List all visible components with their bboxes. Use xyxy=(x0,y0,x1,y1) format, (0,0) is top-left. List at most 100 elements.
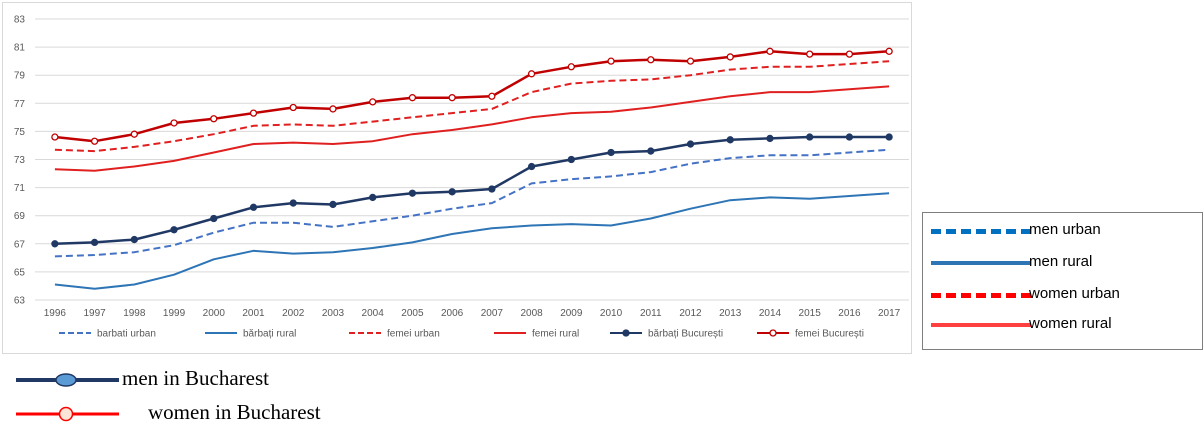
y-tick-label: 65 xyxy=(14,267,26,278)
y-tick-label: 81 xyxy=(14,43,26,54)
x-tick-label: 2001 xyxy=(242,308,265,319)
side-legend: men urban men rural women urban women ru… xyxy=(922,212,1203,350)
series-line xyxy=(54,50,890,143)
data-point xyxy=(527,162,536,171)
data-point xyxy=(567,155,575,164)
hollow-marker-line-swatch xyxy=(16,406,119,422)
x-tick-label: 2015 xyxy=(799,308,822,319)
data-point xyxy=(885,133,893,141)
x-tick-label: 1996 xyxy=(44,308,67,319)
solid-line-swatch xyxy=(931,261,1031,265)
series-line xyxy=(54,135,890,246)
x-tick-label: 2009 xyxy=(560,308,583,319)
series-lines xyxy=(51,47,893,290)
x-tick-label: 2014 xyxy=(759,308,782,319)
data-point xyxy=(766,47,774,55)
dashed-line-swatch xyxy=(931,293,1031,298)
legend-marker xyxy=(769,329,777,337)
side-legend-label: men rural xyxy=(1029,253,1093,270)
data-point xyxy=(686,57,695,65)
y-tick-label: 67 xyxy=(14,239,26,250)
side-legend-item-men-urban: men urban xyxy=(923,219,1202,243)
bottom-legend-label: women in Bucharest xyxy=(148,400,321,424)
side-legend-item-men-rural: men rural xyxy=(923,251,1202,275)
data-point xyxy=(448,94,456,102)
y-tick-label: 83 xyxy=(14,15,26,26)
series-line xyxy=(54,192,890,290)
legend-label: barbati urban xyxy=(97,329,156,340)
data-point xyxy=(806,50,814,58)
data-point xyxy=(686,140,695,148)
legend-marker xyxy=(622,329,630,337)
data-point xyxy=(369,193,377,202)
legend-label: femei urban xyxy=(387,329,440,340)
data-point xyxy=(845,133,854,141)
filled-marker-line-swatch xyxy=(16,373,119,387)
gridlines xyxy=(35,18,909,301)
x-tick-label: 2016 xyxy=(838,308,861,319)
x-tick-label: 1997 xyxy=(83,308,106,319)
side-legend-label: men urban xyxy=(1029,221,1101,238)
data-point xyxy=(607,57,615,65)
x-tick-label: 2006 xyxy=(441,308,464,319)
data-point xyxy=(329,105,337,113)
y-tick-label: 77 xyxy=(14,99,26,110)
y-tick-label: 73 xyxy=(14,155,26,166)
x-tick-label: 1998 xyxy=(123,308,146,319)
legend-label: bărbați București xyxy=(648,329,723,340)
side-legend-label: women urban xyxy=(1029,285,1120,302)
legend-label: femei București xyxy=(795,329,864,340)
x-tick-label: 2002 xyxy=(282,308,305,319)
bottom-legend-item-men-bucharest: men in Bucharest xyxy=(14,366,434,392)
data-point xyxy=(210,115,218,123)
y-tick-label: 79 xyxy=(14,71,26,82)
x-tick-label: 2007 xyxy=(481,308,504,319)
chart-legend: barbati urban bărbați rural femei urban fem… xyxy=(59,329,864,340)
data-point xyxy=(647,56,655,64)
data-point xyxy=(329,200,337,209)
series-line xyxy=(54,148,890,258)
series-line xyxy=(54,85,890,172)
data-point xyxy=(289,103,297,112)
data-point xyxy=(766,134,774,143)
data-point xyxy=(527,70,536,78)
data-point xyxy=(726,53,734,61)
data-point xyxy=(448,188,456,196)
x-tick-label: 1999 xyxy=(163,308,186,319)
solid-line-swatch xyxy=(931,323,1031,327)
y-tick-label: 75 xyxy=(14,127,26,138)
series-line xyxy=(54,60,890,153)
data-point xyxy=(90,238,99,247)
side-legend-item-women-urban: women urban xyxy=(923,283,1202,307)
data-point xyxy=(408,189,417,197)
chart-frame: 63 65 67 69 71 73 75 77 79 81 83 1996 1997 1998 1999 2… xyxy=(2,2,912,354)
y-tick-label: 69 xyxy=(14,211,26,222)
data-point xyxy=(51,133,59,141)
x-tick-label: 2008 xyxy=(520,308,543,319)
data-point xyxy=(289,199,297,207)
y-tick-label: 63 xyxy=(14,296,26,307)
bottom-legend-label: men in Bucharest xyxy=(122,366,269,390)
dashed-line-swatch xyxy=(931,229,1031,234)
data-point xyxy=(369,98,377,106)
bottom-legend-item-women-bucharest: women in Bucharest xyxy=(14,400,434,426)
y-tick-label: 71 xyxy=(14,183,26,194)
x-axis: 1996 1997 1998 1999 2000 2001 2002 2003 2004 2005… xyxy=(44,308,901,319)
x-tick-label: 2004 xyxy=(362,308,385,319)
data-point xyxy=(170,226,178,234)
x-tick-label: 2011 xyxy=(640,308,662,319)
x-tick-label: 2000 xyxy=(203,308,226,319)
line-chart: 63 65 67 69 71 73 75 77 79 81 83 1996 1997 1998 1999 2… xyxy=(14,15,909,340)
x-tick-label: 2005 xyxy=(401,308,424,319)
data-point xyxy=(806,133,814,141)
data-point xyxy=(210,214,218,223)
side-legend-item-women-rural: women rural xyxy=(923,313,1202,337)
x-tick-label: 2017 xyxy=(878,308,901,319)
data-point xyxy=(607,148,615,157)
data-point xyxy=(408,94,417,102)
data-point xyxy=(726,136,734,144)
data-point xyxy=(249,203,258,211)
data-point xyxy=(90,137,99,145)
x-tick-label: 2013 xyxy=(719,308,742,319)
data-point xyxy=(567,63,575,71)
